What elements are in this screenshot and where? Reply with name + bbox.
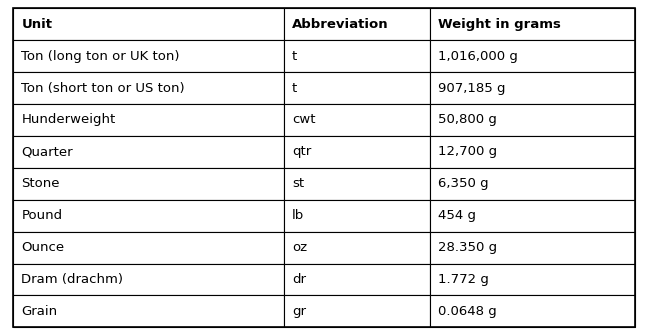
Bar bbox=[13, 8, 284, 40]
Text: 28.350 g: 28.350 g bbox=[438, 241, 497, 254]
Text: st: st bbox=[292, 177, 304, 190]
Bar bbox=[430, 8, 635, 40]
Text: Pound: Pound bbox=[21, 209, 62, 222]
Text: 454 g: 454 g bbox=[438, 209, 476, 222]
Bar bbox=[430, 264, 635, 295]
Text: Quarter: Quarter bbox=[21, 145, 73, 158]
Bar bbox=[430, 232, 635, 264]
Bar bbox=[430, 168, 635, 200]
Bar bbox=[284, 200, 430, 232]
Text: dr: dr bbox=[292, 273, 306, 286]
Text: qtr: qtr bbox=[292, 145, 311, 158]
Bar bbox=[13, 104, 284, 136]
Text: 907,185 g: 907,185 g bbox=[438, 81, 505, 95]
Bar bbox=[430, 104, 635, 136]
Text: gr: gr bbox=[292, 305, 306, 318]
Bar bbox=[13, 264, 284, 295]
Text: Weight in grams: Weight in grams bbox=[438, 18, 561, 31]
Text: Hunderweight: Hunderweight bbox=[21, 114, 115, 127]
Text: Ton (short ton or US ton): Ton (short ton or US ton) bbox=[21, 81, 185, 95]
Bar bbox=[13, 72, 284, 104]
Bar bbox=[430, 295, 635, 327]
Text: 6,350 g: 6,350 g bbox=[438, 177, 489, 190]
Bar bbox=[284, 168, 430, 200]
Text: Dram (drachm): Dram (drachm) bbox=[21, 273, 123, 286]
Bar bbox=[13, 168, 284, 200]
Bar bbox=[13, 136, 284, 168]
Text: Ounce: Ounce bbox=[21, 241, 65, 254]
Bar bbox=[284, 104, 430, 136]
Text: Grain: Grain bbox=[21, 305, 58, 318]
Bar bbox=[13, 200, 284, 232]
Text: 12,700 g: 12,700 g bbox=[438, 145, 497, 158]
Bar bbox=[430, 200, 635, 232]
Bar bbox=[284, 232, 430, 264]
Bar bbox=[13, 232, 284, 264]
Text: Unit: Unit bbox=[21, 18, 52, 31]
Text: 1,016,000 g: 1,016,000 g bbox=[438, 50, 518, 63]
Text: 1.772 g: 1.772 g bbox=[438, 273, 489, 286]
Text: t: t bbox=[292, 81, 297, 95]
Text: lb: lb bbox=[292, 209, 305, 222]
Bar bbox=[284, 295, 430, 327]
Text: t: t bbox=[292, 50, 297, 63]
Text: cwt: cwt bbox=[292, 114, 316, 127]
Text: 50,800 g: 50,800 g bbox=[438, 114, 497, 127]
Bar bbox=[13, 40, 284, 72]
Bar bbox=[284, 40, 430, 72]
Text: Ton (long ton or UK ton): Ton (long ton or UK ton) bbox=[21, 50, 180, 63]
Text: Stone: Stone bbox=[21, 177, 60, 190]
Text: Abbreviation: Abbreviation bbox=[292, 18, 389, 31]
Text: oz: oz bbox=[292, 241, 307, 254]
Bar bbox=[430, 40, 635, 72]
Bar bbox=[13, 295, 284, 327]
Bar bbox=[284, 8, 430, 40]
Text: 0.0648 g: 0.0648 g bbox=[438, 305, 497, 318]
Bar bbox=[284, 264, 430, 295]
Bar bbox=[430, 72, 635, 104]
Bar bbox=[430, 136, 635, 168]
Bar bbox=[284, 136, 430, 168]
Bar bbox=[284, 72, 430, 104]
